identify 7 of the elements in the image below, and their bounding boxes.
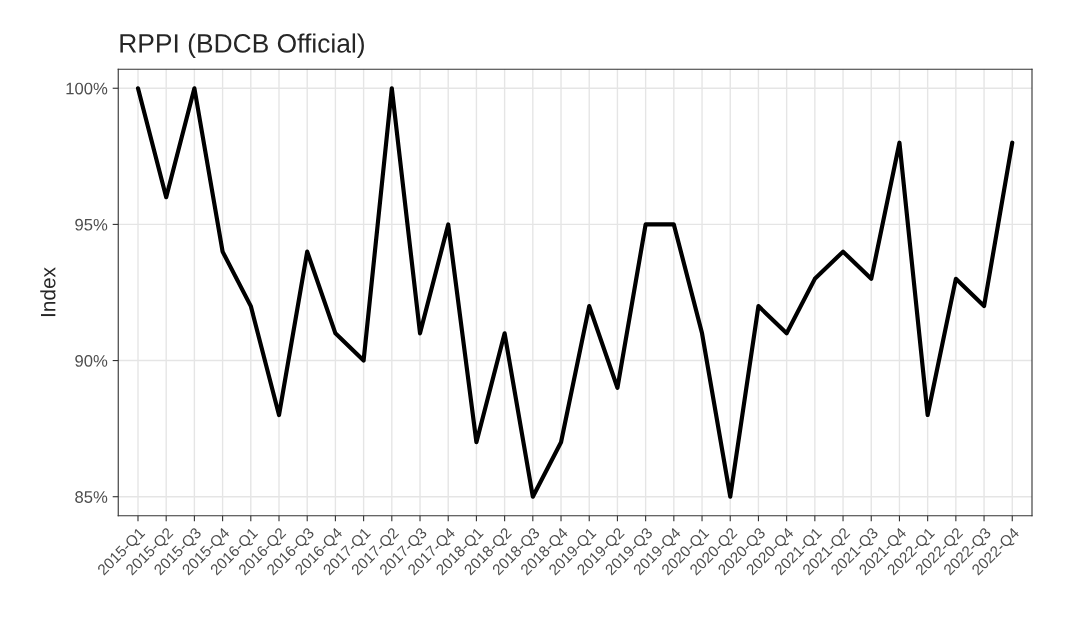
y-tick-label: 100% (66, 82, 108, 95)
chart-title: RPPI (BDCB Official) (120, 33, 364, 58)
line-series (135, 86, 1015, 499)
y-axis-title: Index (40, 267, 56, 317)
y-tick-label: 95% (75, 218, 108, 231)
y-tick-label: 90% (75, 354, 108, 367)
y-tick-label: 85% (75, 491, 108, 503)
